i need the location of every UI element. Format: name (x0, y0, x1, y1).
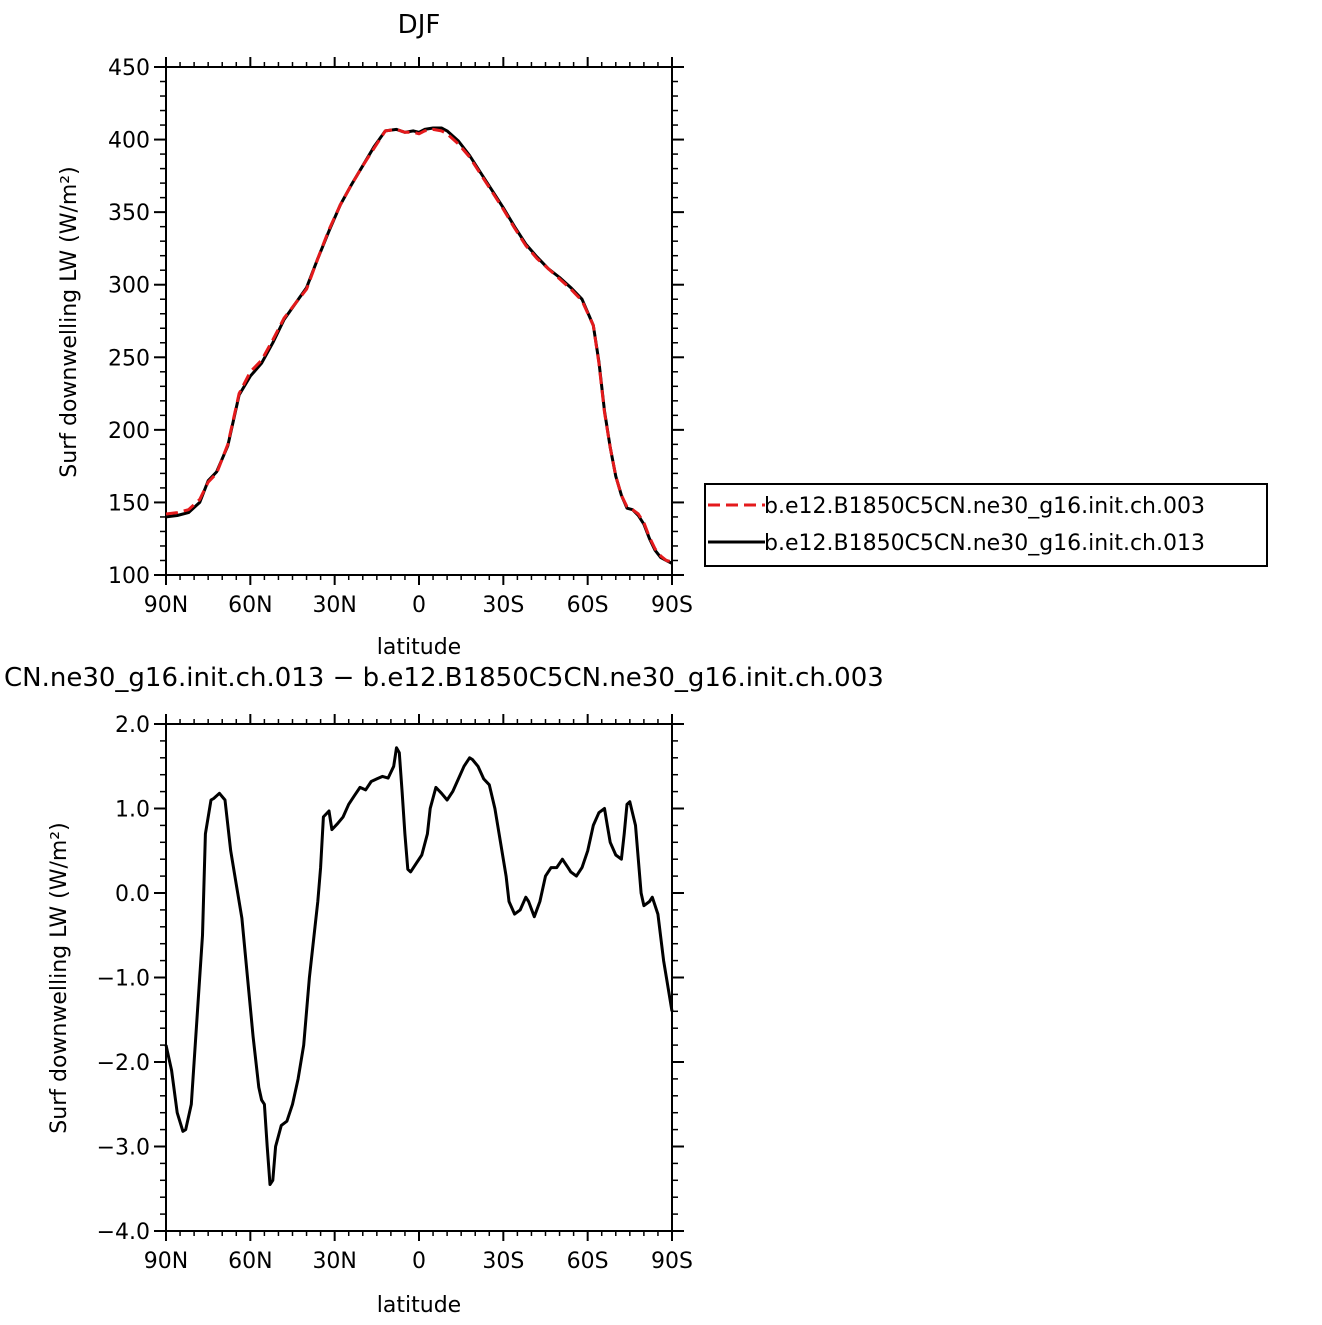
bottom-y-tick-label: 0.0 (115, 882, 150, 907)
top-y-axis-label: Surf downwelling LW (W/m²) (57, 166, 82, 477)
top-y-tick-label: 400 (108, 129, 150, 154)
top-series-line-2 (165, 126, 673, 565)
top-x-tick-label: 60S (567, 593, 609, 618)
bottom-x-tick-label: 60N (228, 1249, 272, 1274)
bottom-x-tick-label: 30S (482, 1249, 524, 1274)
bottom-chart-title: CN.ne30_g16.init.ch.013 − b.e12.B1850C5C… (4, 663, 884, 693)
bottom-y-tick-label: −2.0 (97, 1051, 150, 1076)
legend: b.e12.B1850C5CN.ne30_g16.init.ch.003 b.e… (704, 483, 1268, 567)
top-y-tick-label: 250 (108, 346, 150, 371)
top-x-tick-label: 90S (651, 593, 693, 618)
top-x-tick-label: 0 (412, 593, 426, 618)
legend-box (704, 483, 1268, 567)
top-x-tick-label: 30S (482, 593, 524, 618)
bottom-plot-area: 90N 60N 30N 0 30S 60S 90S −4.0 −3.0 −2.0 −1.0 0.0 1.… (97, 713, 693, 1274)
top-y-tick-label: 300 (108, 274, 150, 299)
top-y-tick-label: 100 (108, 564, 150, 589)
top-y-tick-label: 150 (108, 491, 150, 516)
bottom-x-axis-label: latitude (377, 1293, 461, 1318)
bottom-y-tick-label: −3.0 (97, 1136, 150, 1161)
bottom-x-tick-label: 0 (412, 1249, 426, 1274)
legend-label-series-2: b.e12.B1850C5CN.ne30_g16.init.ch.013 (764, 531, 1205, 556)
top-panel: 90N 60N 30N 0 30S 60S 90S 100 150 200 250 300 350 400… (57, 10, 693, 660)
top-x-tick-label: 90N (144, 593, 188, 618)
top-chart-title: DJF (398, 10, 441, 40)
top-plot-area: 90N 60N 30N 0 30S 60S 90S 100 150 200 250 300 350 400… (108, 56, 693, 618)
bottom-y-tick-label: −1.0 (97, 967, 150, 992)
bottom-x-tick-label: 90S (651, 1249, 693, 1274)
bottom-series-line-1 (164, 746, 674, 1186)
top-x-axis-label: latitude (377, 635, 461, 660)
bottom-y-tick-label: 1.0 (115, 798, 150, 823)
bottom-x-tick-label: 60S (567, 1249, 609, 1274)
bottom-x-tick-label: 90N (144, 1249, 188, 1274)
top-y-tick-label: 350 (108, 201, 150, 226)
top-plot-frame (165, 66, 673, 576)
bottom-plot-frame (165, 723, 673, 1232)
top-x-tick-label: 30N (312, 593, 356, 618)
bottom-x-tick-label: 30N (312, 1249, 356, 1274)
top-series-line-1 (165, 127, 673, 564)
bottom-panel: 90N 60N 30N 0 30S 60S 90S −4.0 −3.0 −2.0 −1.0 0.0 1.… (4, 663, 884, 1318)
top-x-tick-label: 60N (228, 593, 272, 618)
legend-label-series-1: b.e12.B1850C5CN.ne30_g16.init.ch.003 (764, 494, 1205, 519)
top-y-tick-label: 200 (108, 419, 150, 444)
bottom-y-tick-label: −4.0 (97, 1220, 150, 1245)
bottom-y-tick-label: 2.0 (115, 713, 150, 738)
bottom-y-axis-label: Surf downwelling LW (W/m²) (47, 822, 72, 1133)
top-y-tick-label: 450 (108, 56, 150, 81)
